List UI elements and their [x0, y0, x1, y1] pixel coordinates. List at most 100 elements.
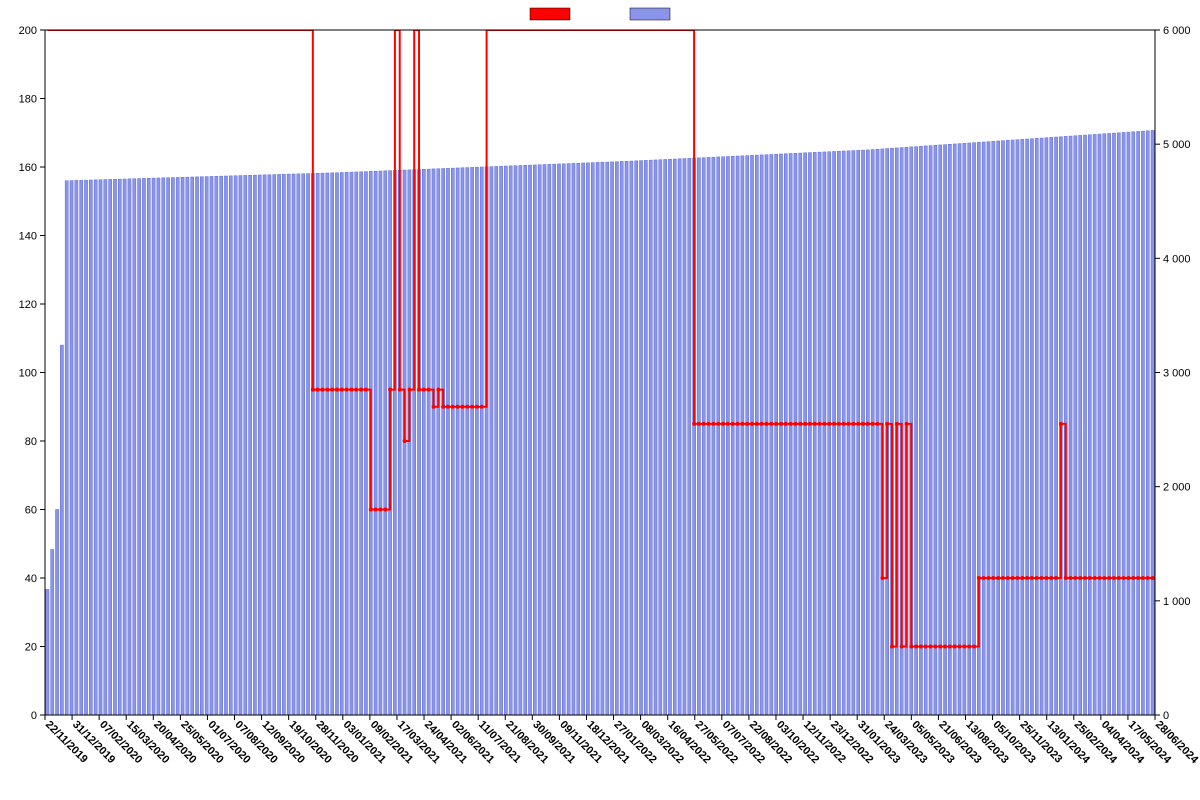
- bar: [543, 165, 546, 715]
- line-marker: [958, 645, 962, 649]
- bar: [60, 345, 63, 715]
- line-marker: [1102, 576, 1106, 580]
- bar: [220, 176, 223, 715]
- bar: [80, 180, 83, 715]
- bar: [268, 175, 271, 715]
- bar: [557, 164, 560, 715]
- bar: [1006, 140, 1009, 715]
- bar: [857, 150, 860, 715]
- line-marker: [330, 388, 334, 392]
- line-marker: [827, 422, 831, 426]
- line-marker: [769, 422, 773, 426]
- bar: [152, 178, 155, 715]
- bar: [1054, 137, 1057, 715]
- bar: [808, 153, 811, 715]
- bar: [89, 180, 92, 715]
- line-marker: [996, 576, 1000, 580]
- bar: [84, 180, 87, 715]
- bar: [562, 164, 565, 715]
- bar: [1122, 132, 1125, 715]
- line-marker: [1011, 576, 1015, 580]
- bar: [519, 165, 522, 715]
- y-right-tick-label: 1 000: [1163, 596, 1191, 608]
- bar: [335, 173, 338, 715]
- y-left-tick-label: 80: [25, 436, 37, 448]
- bar: [263, 175, 266, 715]
- bar: [847, 151, 850, 715]
- bar: [331, 173, 334, 715]
- line-marker: [837, 422, 841, 426]
- bar: [456, 168, 459, 715]
- bar: [495, 166, 498, 715]
- bar: [316, 173, 319, 715]
- line-marker: [1151, 576, 1155, 580]
- line-marker: [938, 645, 942, 649]
- bar: [471, 167, 474, 715]
- legend-swatch: [630, 8, 670, 20]
- line-marker: [1049, 576, 1053, 580]
- line-marker: [847, 422, 851, 426]
- bar: [292, 174, 295, 715]
- line-marker: [991, 576, 995, 580]
- line-marker: [871, 422, 875, 426]
- line-marker: [813, 422, 817, 426]
- bar: [939, 145, 942, 715]
- bar: [1083, 135, 1086, 715]
- bar: [224, 176, 227, 715]
- bar: [273, 175, 276, 715]
- bar: [229, 176, 232, 715]
- bar: [606, 162, 609, 715]
- bar: [760, 155, 763, 715]
- bar: [866, 150, 869, 715]
- line-marker: [321, 388, 325, 392]
- bar: [1011, 140, 1014, 715]
- bar: [1079, 135, 1082, 715]
- bar: [1108, 133, 1111, 715]
- bar: [919, 146, 922, 715]
- line-marker: [1098, 576, 1102, 580]
- bar: [326, 173, 329, 715]
- bar: [823, 152, 826, 715]
- line-marker: [1112, 576, 1116, 580]
- y-left-tick-label: 160: [19, 162, 37, 174]
- line-marker: [702, 422, 706, 426]
- bar: [70, 181, 73, 715]
- bar: [253, 175, 256, 715]
- bar: [466, 168, 469, 715]
- bar: [379, 171, 382, 715]
- line-marker: [808, 422, 812, 426]
- bar: [644, 160, 647, 715]
- line-marker: [369, 508, 373, 512]
- bar: [162, 178, 165, 715]
- line-marker: [726, 422, 730, 426]
- bar: [601, 162, 604, 715]
- bar: [133, 179, 136, 715]
- bar: [408, 170, 411, 715]
- bar: [287, 174, 290, 715]
- bar: [659, 160, 662, 715]
- bar: [1093, 134, 1096, 715]
- y-left-tick-label: 180: [19, 94, 37, 106]
- line-marker: [948, 645, 952, 649]
- line-marker: [1069, 576, 1073, 580]
- bar: [75, 180, 78, 715]
- bar: [953, 144, 956, 715]
- bar: [1137, 131, 1140, 715]
- bar: [1026, 139, 1029, 715]
- bar: [524, 165, 527, 715]
- bar: [490, 167, 493, 715]
- bar: [109, 179, 112, 715]
- line-marker: [422, 388, 426, 392]
- bar: [1074, 136, 1077, 715]
- bar: [813, 152, 816, 715]
- bar: [683, 159, 686, 715]
- bar: [1001, 141, 1004, 715]
- bar: [726, 156, 729, 715]
- bar: [123, 179, 126, 715]
- bar: [446, 168, 449, 715]
- bar: [1103, 134, 1106, 715]
- bar: [340, 173, 343, 715]
- bar: [591, 163, 594, 715]
- line-marker: [842, 422, 846, 426]
- bar: [504, 166, 507, 715]
